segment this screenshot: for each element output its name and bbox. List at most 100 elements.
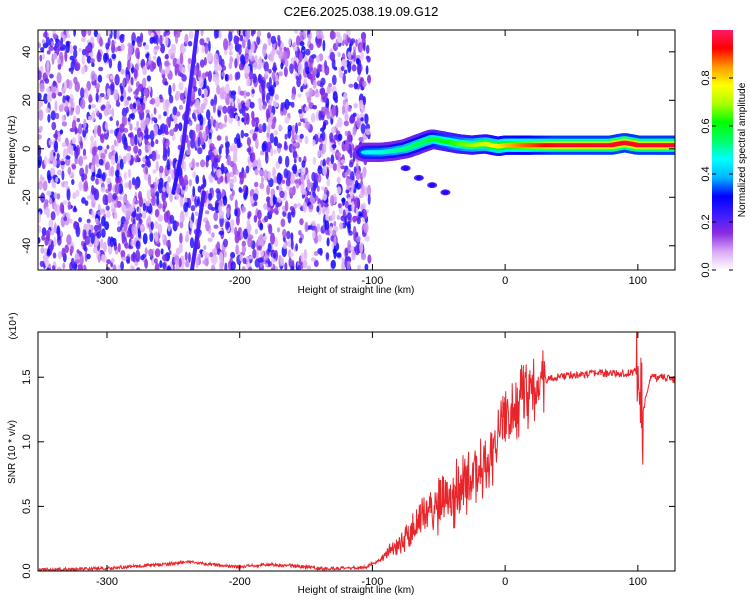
noise-cell [53,181,56,189]
noise-cell [241,240,246,248]
noise-cell [52,33,58,39]
noise-cell [242,257,247,264]
noise-cell [294,62,298,72]
noise-cell [97,254,101,263]
noise-cell [138,190,142,200]
noise-cell [353,82,358,90]
noise-cell [159,177,164,186]
noise-cell [164,60,170,67]
noise-cell [135,240,141,250]
noise-cell [300,252,304,263]
noise-cell [365,44,370,55]
noise-cell [78,47,82,53]
noise-cell [204,210,210,215]
noise-cell [248,71,254,80]
noise-cell [352,225,357,238]
noise-cell [309,194,314,203]
noise-cell [117,60,122,72]
noise-cell [284,262,288,270]
noise-cell [330,86,335,93]
noise-cell [256,35,261,46]
noise-cell [148,248,154,257]
noise-cell [188,162,193,169]
noise-cell [280,62,284,70]
noise-cell [59,129,64,135]
noise-cell [217,105,223,111]
noise-cell [103,52,108,63]
snr-y-tick-label: 0.5 [21,499,33,514]
noise-cell [316,30,321,40]
noise-cell [233,146,238,158]
colorbar-gradient [712,30,733,270]
noise-cell [349,115,355,124]
noise-cell [239,254,244,262]
noise-cell [84,200,89,206]
noise-cell [97,204,101,212]
noise-cell [331,144,337,149]
noise-cell [69,55,75,61]
noise-cell [233,175,237,183]
noise-cell [153,258,158,264]
noise-cell [298,73,302,81]
noise-cell [61,121,68,127]
noise-cell [292,41,298,47]
snr-y-tick-label: 0.0 [21,563,33,578]
noise-cell [53,140,59,153]
noise-cell [337,52,341,57]
noise-cell [147,174,152,186]
noise-cell [85,126,89,134]
noise-cell [162,254,168,262]
noise-cell [114,183,120,195]
noise-cell [38,109,44,121]
spectrogram-y-tick-label: -20 [21,189,33,205]
noise-cell [282,50,288,62]
noise-cell [78,123,83,135]
noise-cell [45,229,50,240]
noise-cell [109,74,114,80]
noise-cell [95,82,101,90]
noise-cell [240,54,245,65]
noise-cell [150,140,155,148]
noise-cell [213,224,219,229]
noise-cell [140,61,146,67]
noise-cell [230,251,236,259]
noise-cell [153,48,158,54]
branch-cell [442,190,449,195]
noise-cell [98,66,104,72]
noise-cell [317,248,323,255]
noise-cell [150,184,155,189]
noise-cell [178,257,182,268]
noise-cell [337,133,343,141]
noise-cell [105,210,111,218]
noise-cell [57,160,62,165]
noise-cell [324,92,328,98]
noise-cell [225,221,229,231]
noise-cell [213,53,219,65]
noise-cell [274,102,279,108]
noise-cell [168,186,172,194]
noise-cell [66,33,71,39]
noise-cell [253,215,258,223]
noise-cell [213,30,218,39]
noise-cell [184,251,188,261]
noise-cell [353,103,358,109]
noise-cell [272,253,277,259]
noise-cell [235,114,238,122]
noise-cell [200,30,204,37]
snr-y-tick-label: 1.0 [21,434,33,449]
noise-cell [77,133,81,142]
noise-cell [248,50,253,60]
noise-cell [49,150,54,162]
noise-cell [230,226,235,234]
noise-cell [322,165,328,176]
noise-cell [176,111,181,117]
noise-cell [312,156,316,165]
spectrogram-x-tick-label: 100 [629,275,647,287]
noise-cell [153,181,158,192]
noise-cell [142,233,148,245]
noise-cell [208,173,213,182]
noise-cell [97,145,103,151]
noise-cell [130,76,134,86]
noise-cell [178,104,184,111]
noise-cell [206,109,211,120]
